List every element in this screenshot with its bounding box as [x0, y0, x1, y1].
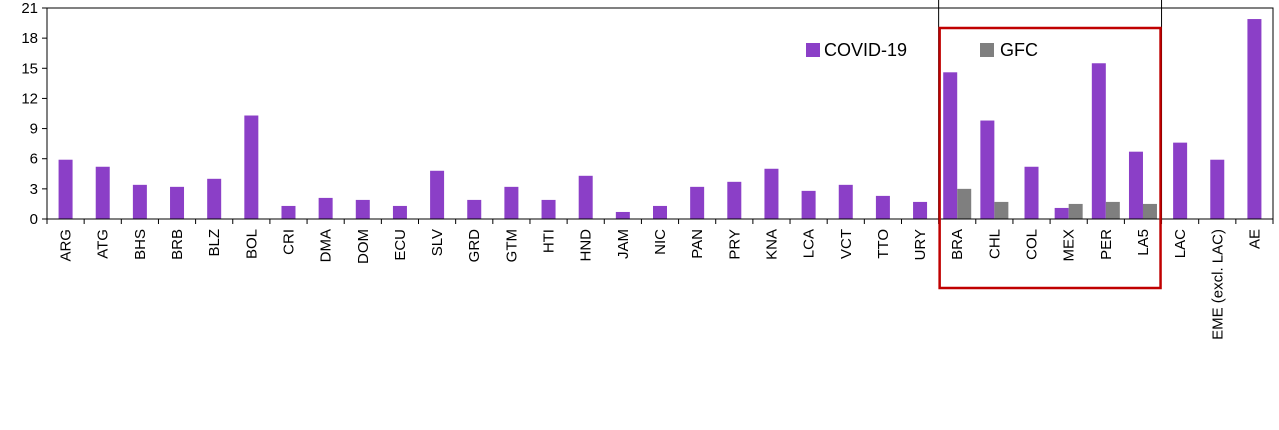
legend-label-gfc: GFC — [1000, 40, 1038, 60]
bar-covid-dom — [355, 199, 370, 219]
x-tick-label: MEX — [1061, 229, 1078, 262]
y-axis-ticks — [42, 7, 1274, 224]
bar-covid-bra — [943, 72, 958, 219]
bar-covid-nic — [653, 205, 667, 219]
x-tick-label: CRI — [280, 229, 297, 255]
x-tick-label: COL — [1024, 229, 1041, 260]
bar-covid-mex — [1054, 207, 1069, 219]
group-separators — [938, 0, 1163, 219]
y-tick-label: 21 — [21, 0, 38, 17]
bar-covid-pry — [727, 181, 742, 219]
x-tick-label: JAM — [615, 229, 632, 259]
bar-covid-bhs — [132, 184, 147, 219]
x-tick-label: NIC — [652, 229, 669, 255]
bar-covid-kna — [764, 168, 779, 219]
x-tick-label: GTM — [503, 229, 520, 262]
bar-covid-chl — [980, 120, 995, 219]
legend: COVID-19 GFC — [806, 40, 1038, 60]
bar-gfc-mex — [1068, 203, 1083, 219]
x-tick-label: LCA — [801, 229, 818, 258]
bar-covid-eme-excl-lac- — [1210, 159, 1225, 219]
bar-covid-per — [1091, 63, 1106, 220]
bar-covid-lac — [1173, 142, 1188, 219]
bar-covid-vct — [838, 184, 853, 219]
bar-covid-dma — [318, 197, 333, 219]
x-tick-label: DOM — [355, 229, 372, 264]
x-tick-label: BRB — [169, 229, 186, 260]
bar-covid-blz — [207, 178, 222, 219]
y-tick-label: 9 — [30, 121, 38, 138]
x-tick-label: SLV — [429, 229, 446, 256]
y-tick-label: 12 — [21, 90, 38, 107]
x-tick-label: LAC — [1172, 229, 1189, 258]
x-tick-label: BOL — [243, 229, 260, 259]
bar-covid-col — [1024, 166, 1039, 219]
bar-covid-arg — [58, 159, 73, 219]
y-tick-label: 15 — [21, 60, 38, 77]
x-tick-label: URY — [912, 229, 929, 260]
legend-swatch-covid — [806, 43, 820, 57]
x-tick-label: KNA — [763, 229, 780, 260]
y-tick-label: 18 — [21, 30, 38, 47]
legend-swatch-gfc — [980, 43, 994, 57]
y-tick-label: 0 — [30, 211, 38, 228]
x-tick-label: TTO — [875, 229, 892, 259]
bar-covid-hti — [541, 199, 556, 219]
x-tick-label: ARG — [58, 229, 75, 262]
bar-covid-tto — [875, 195, 890, 219]
x-tick-label: ATG — [95, 229, 112, 259]
bar-series — [58, 19, 1262, 220]
x-tick-label: CHL — [986, 229, 1003, 259]
bar-covid-lca — [801, 190, 816, 219]
x-axis-labels: ARG ATG BHS BRB BLZ BOL CRI DMA DOM ECU SLV GRD GTM H… — [58, 229, 1264, 340]
bar-covid-cri — [281, 205, 296, 219]
y-tick-label: 3 — [30, 181, 38, 198]
legend-label-covid: COVID-19 — [824, 40, 907, 60]
bar-gfc-per — [1105, 201, 1120, 219]
plot-frame — [46, 7, 1274, 220]
bar-gfc-chl — [994, 201, 1009, 219]
x-tick-label: PRY — [726, 229, 743, 260]
x-tick-label: AE — [1246, 229, 1263, 249]
x-tick-label: DMA — [318, 229, 335, 262]
x-tick-label: HND — [578, 229, 595, 262]
bar-covid-grd — [467, 199, 482, 219]
x-tick-label: PAN — [689, 229, 706, 259]
x-tick-label: BLZ — [206, 229, 223, 257]
bar-covid-atg — [95, 166, 110, 219]
x-tick-label: VCT — [838, 229, 855, 259]
x-tick-label: PER — [1098, 229, 1115, 260]
bar-covid-ae — [1247, 19, 1262, 219]
bar-covid-hnd — [578, 175, 593, 219]
bar-covid-jam — [615, 211, 630, 219]
x-tick-label: BHS — [132, 229, 149, 260]
highlight-box — [938, 26, 1162, 290]
x-tick-label: HTI — [541, 229, 558, 253]
bar-covid-bol — [244, 115, 259, 219]
x-tick-label: LA5 — [1135, 229, 1152, 256]
x-tick-label: ECU — [392, 229, 409, 261]
y-tick-label: 6 — [30, 151, 38, 168]
bar-gfc-bra — [957, 188, 972, 219]
bar-covid-ecu — [392, 205, 407, 219]
bar-gfc-la5 — [1142, 203, 1157, 219]
bar-covid-brb — [170, 186, 185, 219]
bar-covid-slv — [430, 170, 445, 219]
x-tick-label: GRD — [466, 229, 483, 263]
y-axis-labels: 0 3 6 9 12 15 18 21 — [21, 0, 38, 228]
bar-covid-ury — [913, 201, 928, 219]
bar-covid-gtm — [504, 186, 519, 219]
bar-covid-la5 — [1128, 151, 1143, 219]
x-tick-label: BRA — [949, 229, 966, 260]
x-tick-label: EME (excl. LAC) — [1209, 229, 1226, 340]
bar-covid-pan — [690, 186, 705, 219]
